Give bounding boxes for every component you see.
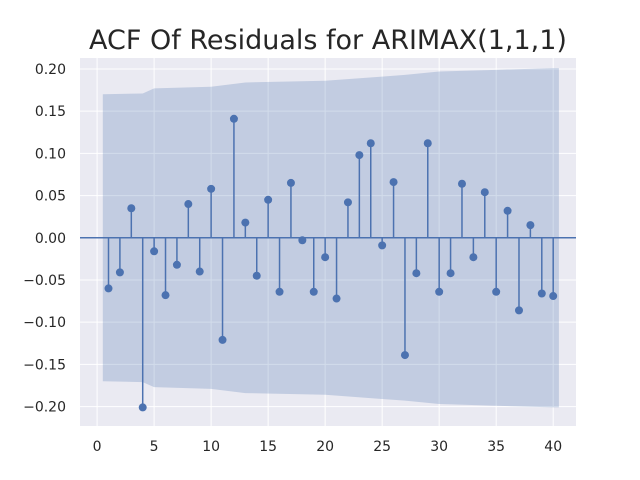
x-tick-label: 20 — [316, 439, 334, 455]
y-tick-label: −0.15 — [23, 357, 66, 373]
acf-marker-lag-28 — [412, 269, 421, 278]
chart-title: ACF Of Residuals for ARIMAX(1,1,1) — [89, 25, 567, 56]
x-tick-label: 30 — [430, 439, 448, 455]
acf-marker-lag-30 — [435, 287, 444, 296]
acf-marker-lag-23 — [355, 151, 364, 160]
x-tick-label: 25 — [373, 439, 391, 455]
acf-marker-lag-39 — [537, 289, 546, 298]
acf-marker-lag-8 — [184, 200, 193, 209]
acf-marker-lag-33 — [469, 253, 478, 262]
acf-stems — [107, 118, 554, 408]
acf-marker-lag-35 — [492, 287, 501, 296]
y-tick-label: 0.10 — [35, 146, 66, 162]
y-tick-label: 0.15 — [35, 104, 66, 120]
acf-marker-lag-15 — [264, 195, 273, 204]
y-axis-ticks: −0.20 −0.15 −0.10 −0.05 0.00 0.05 0.10 0.15 0.20 — [23, 62, 66, 416]
y-tick-label: 0.20 — [35, 62, 66, 78]
acf-marker-lag-26 — [389, 178, 398, 187]
acf-marker-lag-14 — [252, 271, 261, 280]
x-tick-label: 15 — [259, 439, 277, 455]
y-tick-label: −0.05 — [23, 273, 66, 289]
acf-marker-lag-40 — [549, 292, 558, 301]
acf-marker-lag-11 — [218, 335, 227, 344]
x-tick-label: 10 — [202, 439, 220, 455]
acf-marker-lag-18 — [298, 236, 307, 245]
acf-marker-lag-17 — [286, 178, 295, 187]
y-tick-label: −0.10 — [23, 315, 66, 331]
acf-marker-lag-3 — [127, 204, 136, 213]
x-tick-label: 5 — [150, 439, 159, 455]
y-tick-label: −0.20 — [23, 400, 66, 416]
y-tick-label: 0.05 — [35, 189, 66, 205]
acf-marker-lag-19 — [309, 287, 318, 296]
x-axis-ticks: 0 5 10 15 20 25 30 35 40 — [93, 439, 562, 455]
acf-marker-lag-22 — [343, 198, 352, 207]
acf-marker-lag-1 — [104, 284, 113, 293]
acf-marker-lag-34 — [480, 188, 489, 197]
acf-marker-lag-29 — [423, 139, 432, 148]
acf-marker-lag-13 — [241, 218, 250, 227]
acf-markers — [104, 114, 558, 412]
y-tick-label: 0.00 — [35, 231, 66, 247]
acf-marker-lag-32 — [457, 179, 466, 188]
acf-marker-lag-7 — [172, 260, 181, 269]
acf-marker-lag-6 — [161, 291, 170, 300]
acf-marker-lag-2 — [115, 268, 124, 277]
x-tick-label: 40 — [544, 439, 562, 455]
acf-marker-lag-24 — [366, 139, 375, 148]
x-tick-label: 35 — [487, 439, 505, 455]
acf-marker-lag-37 — [514, 306, 523, 315]
acf-marker-lag-9 — [195, 267, 204, 276]
acf-marker-lag-20 — [321, 253, 330, 262]
acf-marker-lag-27 — [400, 351, 409, 360]
acf-marker-lag-5 — [150, 247, 159, 256]
acf-marker-lag-21 — [332, 294, 341, 303]
acf-marker-lag-4 — [138, 403, 147, 412]
acf-marker-lag-25 — [378, 241, 387, 250]
acf-marker-lag-31 — [446, 269, 455, 278]
x-tick-label: 0 — [93, 439, 102, 455]
acf-marker-lag-12 — [229, 114, 238, 123]
acf-marker-lag-36 — [503, 206, 512, 215]
acf-marker-lag-16 — [275, 287, 284, 296]
acf-marker-lag-10 — [207, 184, 216, 193]
acf-marker-lag-38 — [526, 221, 535, 230]
